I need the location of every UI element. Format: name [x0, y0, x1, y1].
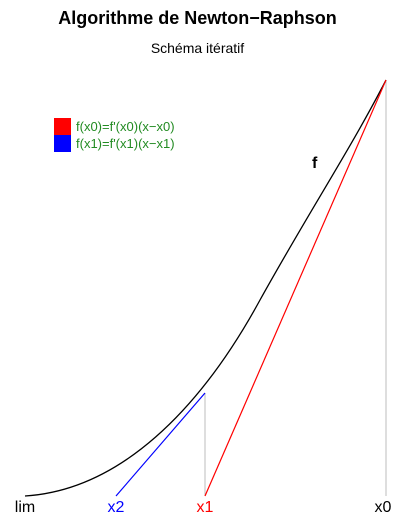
legend-swatch-red	[54, 118, 71, 135]
legend-label-x0: f(x0)=f'(x0)(x−x0)	[76, 119, 175, 134]
diagram-title: Algorithme de Newton−Raphson	[58, 8, 337, 28]
axis-label-x0: x0	[375, 499, 392, 516]
curve-label: f	[312, 155, 318, 172]
function-curve	[24, 79, 387, 497]
legend-label-x1: f(x1)=f'(x1)(x−x1)	[76, 136, 175, 151]
axis-label-lim: lim	[15, 499, 35, 516]
legend: f(x0)=f'(x0)(x−x0) f(x1)=f'(x1)(x−x1)	[54, 118, 175, 152]
axis-label-x2: x2	[108, 499, 125, 516]
tangent-line-x0	[204, 79, 387, 497]
axis-label-x1: x1	[197, 499, 214, 516]
tangent-line-x1	[115, 392, 206, 497]
diagram-subtitle: Schéma itératif	[150, 40, 245, 56]
legend-swatch-blue	[54, 135, 71, 152]
